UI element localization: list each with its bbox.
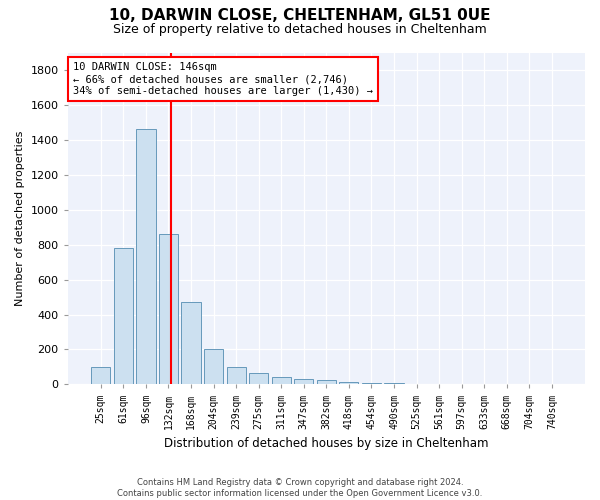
Bar (114, 248, 133, 384)
Bar (159, 234, 178, 384)
Bar (136, 130, 155, 384)
Bar (181, 302, 200, 384)
Text: Contains HM Land Registry data © Crown copyright and database right 2024.
Contai: Contains HM Land Registry data © Crown c… (118, 478, 482, 498)
Bar (272, 378, 291, 384)
Bar (294, 379, 313, 384)
Text: Size of property relative to detached houses in Cheltenham: Size of property relative to detached ho… (113, 22, 487, 36)
Bar (340, 382, 358, 384)
Bar (91, 367, 110, 384)
Bar (249, 373, 268, 384)
Text: 10 DARWIN CLOSE: 146sqm
← 66% of detached houses are smaller (2,746)
34% of semi: 10 DARWIN CLOSE: 146sqm ← 66% of detache… (73, 62, 373, 96)
Y-axis label: Number of detached properties: Number of detached properties (15, 131, 25, 306)
Bar (204, 350, 223, 384)
Bar (227, 367, 246, 384)
Text: 10, DARWIN CLOSE, CHELTENHAM, GL51 0UE: 10, DARWIN CLOSE, CHELTENHAM, GL51 0UE (109, 8, 491, 22)
X-axis label: Distribution of detached houses by size in Cheltenham: Distribution of detached houses by size … (164, 437, 488, 450)
Bar (362, 382, 381, 384)
Bar (317, 380, 336, 384)
Bar (385, 383, 404, 384)
